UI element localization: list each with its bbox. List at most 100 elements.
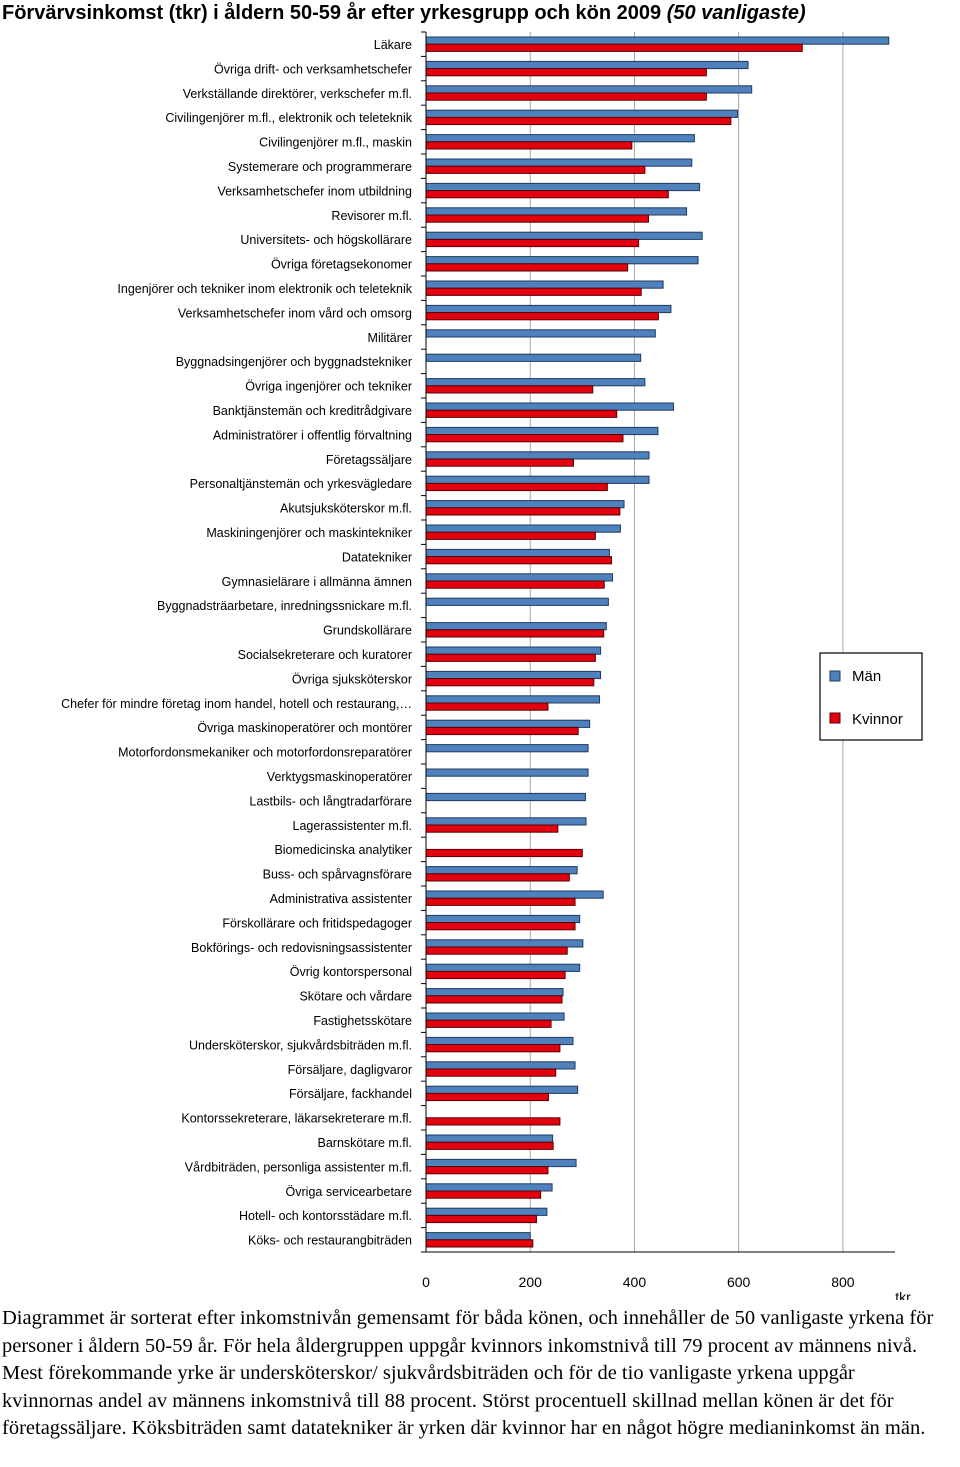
bar-men-1 <box>425 60 749 70</box>
bar-women-0 <box>425 43 803 52</box>
x-tick-label-400: 400 <box>623 1274 647 1290</box>
category-label-37: Bokförings- och redovisningsassistenter <box>191 941 412 955</box>
category-label-4: Civilingenjörer m.fl., maskin <box>259 136 412 150</box>
category-label-48: Hotell- och kontorsstädare m.fl. <box>239 1209 412 1223</box>
bar-men-4 <box>425 134 695 143</box>
bar-women-37 <box>425 946 568 955</box>
bar-women-33 <box>425 848 583 858</box>
bar-women-43 <box>425 1092 549 1102</box>
category-label-36: Förskollärare och fritidspedagoger <box>222 916 412 930</box>
category-label-42: Försäljare, dagligvaror <box>288 1063 412 1077</box>
bar-women-17 <box>425 458 574 467</box>
bar-women-38 <box>425 970 566 980</box>
bar-women-1 <box>425 68 707 77</box>
bar-women-27 <box>425 702 549 711</box>
bar-women-32 <box>425 824 559 833</box>
bar-men-8 <box>425 231 703 240</box>
bar-men-2 <box>425 85 753 94</box>
x-axis-label: tkr <box>895 1289 911 1300</box>
chart-caption: Diagrammet är sorterat efter inkomstnivå… <box>2 1307 934 1440</box>
bar-men-16 <box>425 426 659 436</box>
category-label-45: Barnskötare m.fl. <box>318 1136 412 1150</box>
category-label-25: Socialsekreterare och kuratorer <box>238 648 412 662</box>
category-label-41: Undersköterskor, sjukvårdsbiträden m.fl. <box>189 1038 412 1052</box>
bar-women-40 <box>425 1019 552 1028</box>
bar-women-47 <box>425 1190 542 1199</box>
bar-men-24 <box>425 622 607 631</box>
legend: Män Kvinnor <box>819 652 923 741</box>
axes: 0 200 400 600 800 <box>421 31 895 1290</box>
bar-men-31 <box>425 792 586 802</box>
bar-chart: 0 200 400 600 800 Läkare Övriga drift- och ve… <box>61 31 923 1300</box>
legend-swatch-women <box>829 712 841 724</box>
bar-men-13 <box>425 353 642 362</box>
bar-men-47 <box>425 1183 553 1192</box>
bar-men-28 <box>425 719 591 728</box>
bar-men-29 <box>425 744 589 753</box>
bar-women-9 <box>425 263 629 272</box>
bar-women-20 <box>425 531 596 540</box>
bar-men-45 <box>425 1134 554 1143</box>
bar-women-11 <box>425 312 659 321</box>
category-label-46: Vårdbiträden, personliga assistenter m.f… <box>185 1160 412 1174</box>
bar-women-6 <box>425 190 669 199</box>
category-label-29: Motorfordonsmekaniker och motorfordonsre… <box>118 746 412 760</box>
bar-women-8 <box>425 238 640 248</box>
chart-title-main: Förvärvsinkomst (tkr) i åldern 50-59 år … <box>2 2 662 24</box>
bar-women-5 <box>425 165 646 174</box>
bar-men-10 <box>425 280 664 289</box>
bar-women-42 <box>425 1068 557 1077</box>
bar-women-15 <box>425 409 618 418</box>
category-label-31: Lastbils- och långtradarförare <box>249 794 412 808</box>
category-label-12: Militärer <box>368 331 412 345</box>
category-label-47: Övriga servicearbetare <box>286 1185 412 1199</box>
bar-men-36 <box>425 914 581 924</box>
category-label-33: Biomedicinska analytiker <box>274 843 412 857</box>
bar-men-11 <box>425 304 672 314</box>
category-label-21: Datatekniker <box>342 550 412 564</box>
bar-men-7 <box>425 207 688 216</box>
bar-women-4 <box>425 141 633 150</box>
bar-women-45 <box>425 1141 554 1150</box>
bar-men-49 <box>425 1232 531 1241</box>
bar-men-37 <box>425 939 584 948</box>
category-label-39: Skötare och vårdare <box>299 990 412 1004</box>
bar-women-18 <box>425 482 608 492</box>
x-tick-label-0: 0 <box>422 1274 430 1290</box>
chart-subtitle: (50 vanligaste) <box>666 2 806 24</box>
bar-men-32 <box>425 817 587 826</box>
bar-women-34 <box>425 873 570 882</box>
category-label-6: Verksamhetschefer inom utbildning <box>217 184 412 198</box>
legend-label-women: Kvinnor <box>852 711 903 728</box>
bar-men-48 <box>425 1207 548 1216</box>
category-label-49: Köks- och restaurangbiträden <box>248 1234 412 1248</box>
category-label-19: Akutsjuksköterskor m.fl. <box>280 502 412 516</box>
category-label-22: Gymnasielärare i allmänna ämnen <box>222 575 412 589</box>
x-tick-label-600: 600 <box>727 1274 751 1290</box>
category-label-3: Civilingenjörer m.fl., elektronik och te… <box>165 111 412 125</box>
category-label-14: Övriga ingenjörer och tekniker <box>245 380 412 394</box>
category-label-30: Verktygsmaskinoperatörer <box>267 770 412 784</box>
bar-men-35 <box>425 890 604 899</box>
bar-women-3 <box>425 116 732 126</box>
bar-men-34 <box>425 866 578 875</box>
bar-women-21 <box>425 556 613 565</box>
legend-label-men: Män <box>852 668 881 685</box>
bar-men-19 <box>425 500 625 509</box>
category-label-35: Administrativa assistenter <box>270 892 412 906</box>
category-label-15: Banktjänstemän och kreditrådgivare <box>213 404 412 418</box>
category-label-16: Administratörer i offentlig förvaltning <box>213 428 412 442</box>
category-label-26: Övriga sjuksköterskor <box>292 672 412 686</box>
bar-men-17 <box>425 451 650 460</box>
bar-men-9 <box>425 256 699 265</box>
bar-men-20 <box>425 524 621 533</box>
bar-women-24 <box>425 629 605 638</box>
category-label-27: Chefer för mindre företag inom handel, h… <box>61 697 412 711</box>
bar-women-22 <box>425 580 605 589</box>
bar-men-21 <box>425 548 610 558</box>
bar-women-2 <box>425 92 707 101</box>
category-label-10: Ingenjörer och tekniker inom elektronik … <box>117 282 412 296</box>
category-label-24: Grundskollärare <box>323 624 412 638</box>
category-label-34: Buss- och spårvagnsförare <box>263 868 412 882</box>
bar-men-27 <box>425 695 601 704</box>
